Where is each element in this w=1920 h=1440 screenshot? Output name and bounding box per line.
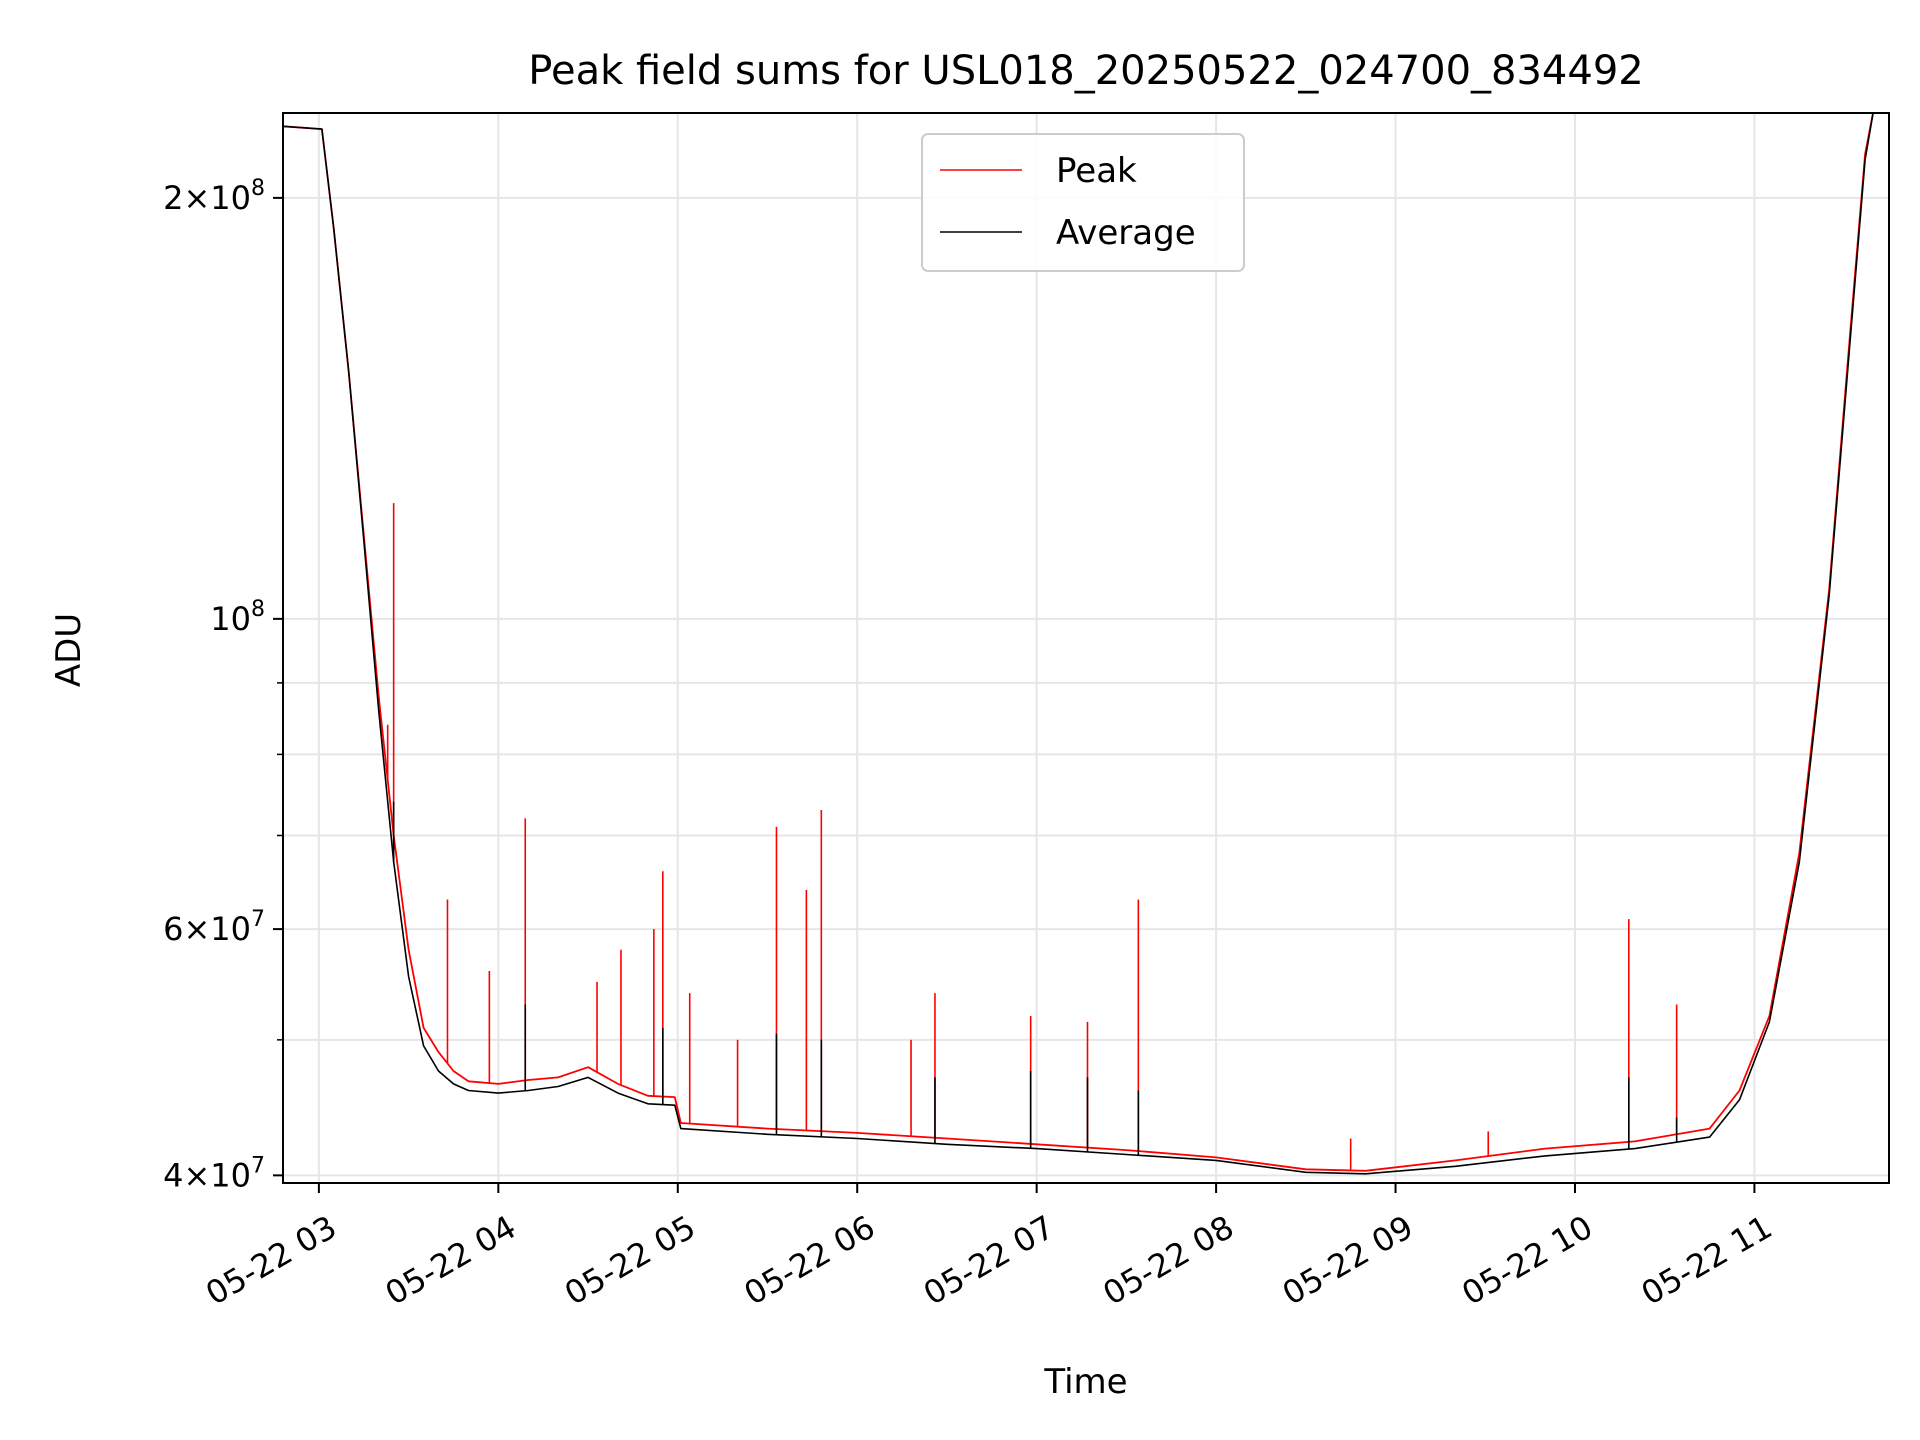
y-tick-label: 6×107 (163, 907, 265, 948)
y-tick-label: 4×107 (163, 1153, 265, 1194)
legend-box (921, 133, 1245, 272)
y-tick-label: 2×108 (163, 176, 265, 217)
plot-frame (282, 112, 1890, 1184)
legend-average-label: Average (1056, 213, 1196, 253)
legend-peak-label: Peak (1056, 151, 1137, 191)
series-layer (283, 113, 1874, 1175)
average-series-line (283, 113, 1874, 1175)
y-tick-label: 108 (210, 597, 265, 638)
chart-title: Peak field sums for USL018_20250522_0247… (528, 48, 1643, 94)
y-axis-label: ADU (49, 613, 89, 687)
legend: Peak Average (921, 133, 1245, 272)
grid (283, 113, 1889, 1183)
x-axis-label: Time (1043, 1362, 1127, 1402)
y-axis: 4×107 6×107 108 2×108 (163, 176, 283, 1194)
peak-series-line (283, 113, 1874, 1172)
